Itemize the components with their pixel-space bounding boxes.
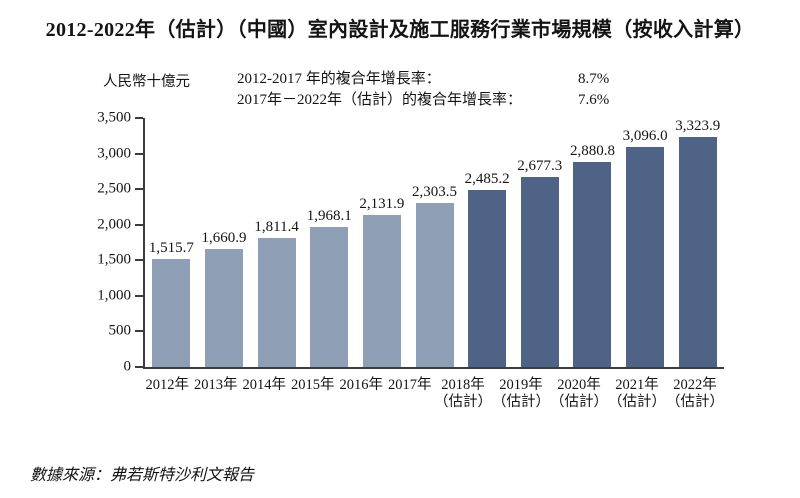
bar-value-label: 1,515.7 [148,240,194,256]
x-tick-label: 2014年 [240,377,289,411]
bar-slot: 1,660.9 [198,118,251,367]
x-tick-estimate-note: （估計） [434,394,492,410]
cagr-label: 2017年－2022年（估計）的複合年增長率： [237,92,523,108]
cagr-value: 7.6% [578,92,610,108]
bar-value-label: 2,485.2 [464,171,510,187]
x-tick-year: 2013年 [194,377,238,393]
x-tick-year: 2019年 [499,377,543,393]
cagr-value: 8.7% [578,71,610,87]
bar-value-label: 2,880.8 [569,143,615,159]
bar-value-label: 3,323.9 [675,118,721,134]
cagr-row: 2017年－2022年（估計）的複合年增長率： 7.6% [237,90,609,111]
y-tick-label: 500 [108,322,132,339]
bar [678,137,717,367]
bar-value-label: 2,303.5 [412,184,458,200]
y-tick-mark [135,152,143,155]
x-tick-label: 2022年 （估計） [666,377,724,411]
source-note: 數據來源：弗若斯特沙利文報告 [30,467,255,484]
y-tick-label: 0 [123,358,132,375]
x-tick-estimate-note: （估計） [550,394,608,410]
y-tick-mark [135,330,143,333]
bar-slot: 2,880.8 [566,118,619,367]
x-tick-year: 2021年 [615,377,659,393]
x-tick-label: 2017年 [386,377,435,411]
cagr-annotations: 2012-2017 年的複合年增長率： 8.7% 2017年－2022年（估計）的複… [237,69,609,111]
y-tick-label: 3,000 [97,145,131,162]
y-tick-label: 2,500 [97,180,131,197]
y-tick-mark [135,223,143,226]
bar-slot: 2,303.5 [408,118,461,367]
x-tick-year: 2016年 [339,377,384,393]
y-tick-mark [135,259,143,262]
bar-chart-plot: 0 500 1,000 1,500 2,000 2,500 3,000 3,500 1,515… [97,110,724,374]
bar-value-label: 1,811.4 [254,219,299,235]
x-axis-labels: 2012年 2013年 2014年 2015年 2016年 2017年 2018年 （估計） 2… [143,377,725,411]
x-tick-label: 2018年 （估計） [434,377,492,411]
y-tick-label: 1,500 [97,251,131,268]
x-tick-year: 2015年 [291,377,335,393]
bar [152,259,191,367]
y-tick-mark [135,117,143,119]
x-tick-label: 2016年 [337,377,386,411]
y-tick-label: 3,500 [97,109,131,126]
bar [626,147,665,367]
bar-slot: 3,096.0 [619,118,672,367]
bar-slot: 2,131.9 [356,118,409,367]
y-axis-unit-label: 人民幣十億元 [103,74,190,90]
cagr-row: 2012-2017 年的複合年增長率： 8.7% [237,69,609,90]
x-tick-year: 2014年 [242,377,287,393]
bars-container: 1,515.7 1,660.9 1,811.4 1,968.1 2,131.9 2,303… [145,118,724,367]
y-tick-label: 2,000 [97,216,131,233]
bar [257,238,296,367]
cagr-label: 2012-2017 年的複合年增長率： [237,71,441,87]
x-tick-estimate-note: （估計） [492,394,550,410]
bar [468,190,507,367]
y-tick-mark [135,188,143,191]
page-title: 2012-2022年（估計）（中國）室內設計及施工服務行業市場規模（按收入計算） [45,19,755,41]
bar-slot: 1,811.4 [250,118,303,367]
x-tick-year: 2017年 [388,377,432,393]
bar-slot: 2,677.3 [513,118,566,367]
bar-value-label: 2,131.9 [359,196,405,212]
y-tick-mark [135,366,143,368]
x-tick-label: 2019年 （估計） [492,377,550,411]
x-tick-label: 2012年 [143,377,192,411]
bar-value-label: 1,660.9 [201,230,247,246]
y-tick-mark [135,294,143,297]
bar [520,177,559,367]
bar [310,227,349,367]
bar-slot: 3,323.9 [671,118,724,367]
bar-slot: 1,968.1 [303,118,356,367]
x-tick-estimate-note: （估計） [608,394,666,410]
x-tick-label: 2021年 （估計） [608,377,666,411]
x-tick-label: 2013年 [192,377,241,411]
bar [204,249,243,367]
x-tick-label: 2020年 （估計） [550,377,608,411]
x-tick-year: 2018年 [441,377,485,393]
bar [415,203,454,367]
x-tick-label: 2015年 [289,377,338,411]
x-tick-year: 2022年 [673,377,717,393]
bar [573,162,612,367]
bar-value-label: 2,677.3 [517,158,563,174]
bar-slot: 1,515.7 [145,118,198,367]
y-tick-label: 1,000 [97,287,131,304]
x-tick-year: 2012年 [145,377,190,393]
bar-value-label: 1,968.1 [306,208,352,224]
bar [362,215,401,367]
x-tick-year: 2020年 [557,377,601,393]
bar-value-label: 3,096.0 [622,128,668,144]
x-tick-estimate-note: （估計） [666,394,724,410]
bar-slot: 2,485.2 [461,118,514,367]
